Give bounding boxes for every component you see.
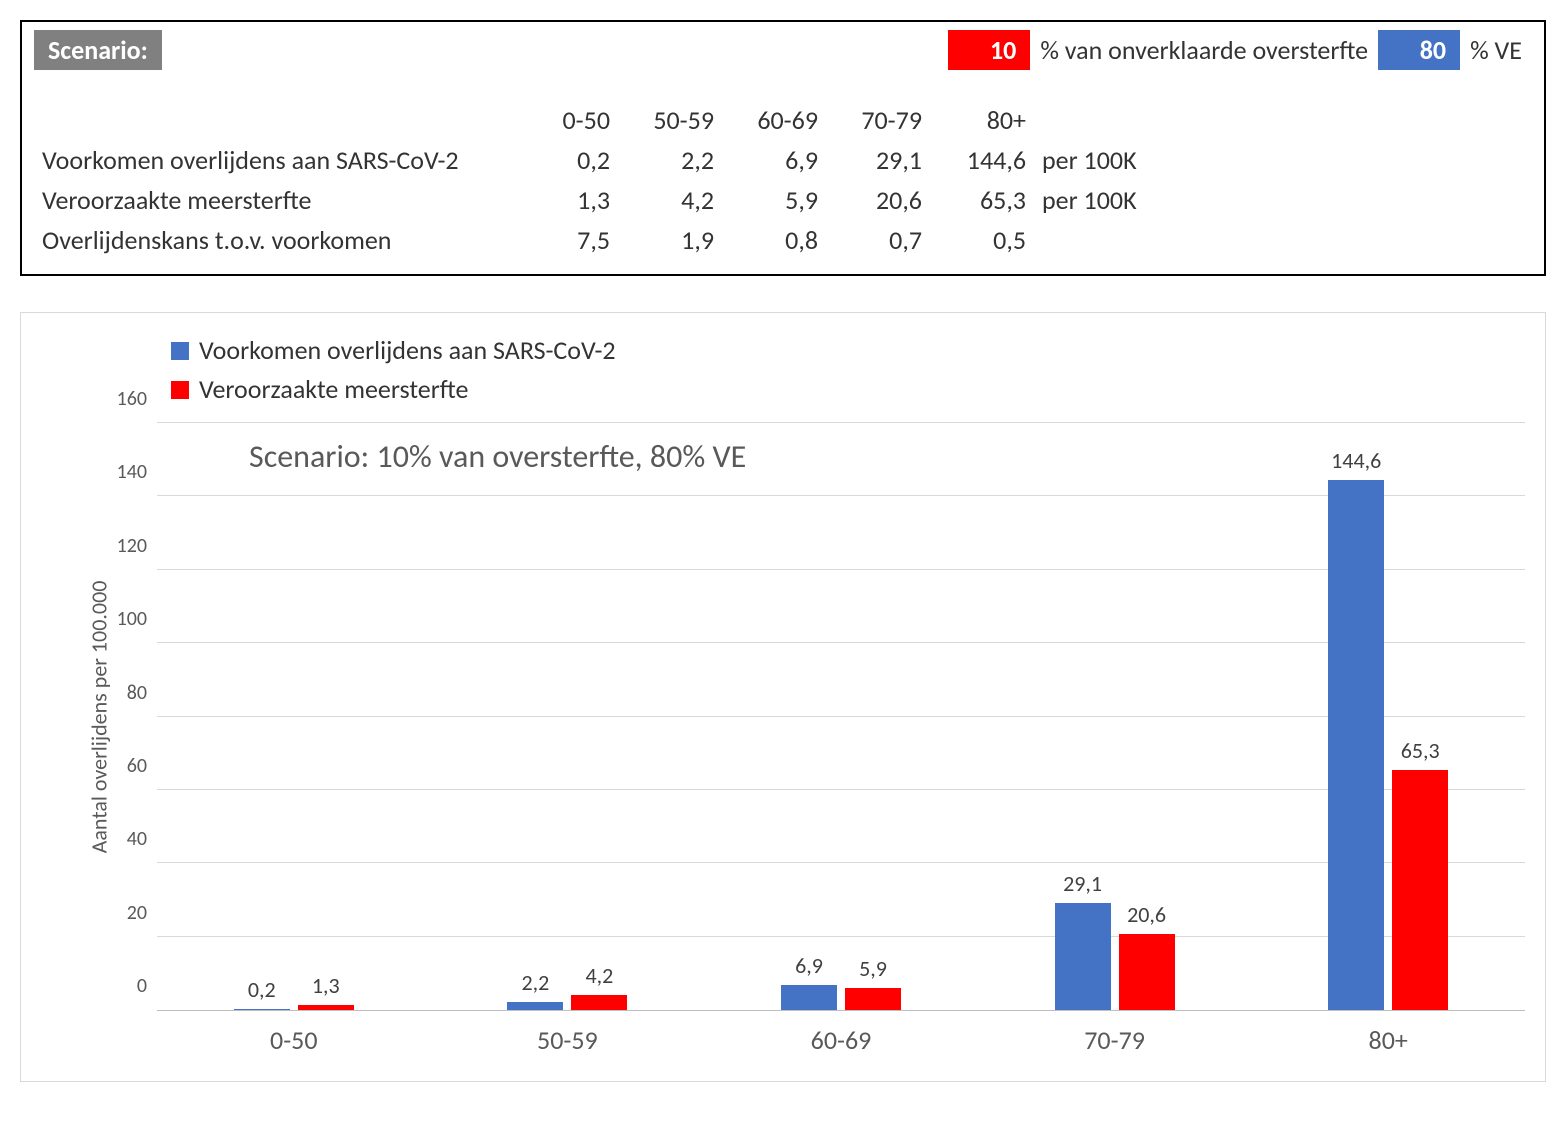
bar-value-label: 4,2 (585, 962, 613, 995)
scenario-table-panel: Scenario: 10 % van onverklaarde overster… (20, 20, 1546, 276)
legend-label: Voorkomen overlijdens aan SARS-CoV-2 (199, 331, 616, 370)
gridline (157, 422, 1525, 423)
pct-ve-value: 80 (1378, 30, 1460, 70)
col-header: 60-69 (722, 100, 826, 140)
legend-swatch-icon (171, 342, 189, 360)
row-label: Overlijdenskans t.o.v. voorkomen (34, 220, 514, 260)
scenario-label: Scenario: (34, 30, 162, 70)
cell: 29,1 (826, 140, 930, 180)
bar-series-2: 65,3 (1392, 770, 1448, 1010)
bar-value-label: 2,2 (521, 969, 549, 1002)
table-row: Veroorzaakte meersterfte 1,3 4,2 5,9 20,… (34, 180, 1532, 220)
x-category-label: 0-50 (194, 1010, 394, 1056)
y-tick-label: 40 (97, 827, 157, 851)
cell: 1,9 (618, 220, 722, 260)
bar-group: 2,24,250-59 (507, 995, 627, 1010)
bar-value-label: 29,1 (1063, 870, 1102, 903)
col-header: 50-59 (618, 100, 722, 140)
legend-item: Voorkomen overlijdens aan SARS-CoV-2 (171, 331, 616, 370)
table-row: Overlijdenskans t.o.v. voorkomen 7,5 1,9… (34, 220, 1532, 260)
gridline (157, 936, 1525, 937)
gridline (157, 495, 1525, 496)
y-tick-label: 0 (97, 974, 157, 998)
cell: 144,6 (930, 140, 1034, 180)
bar-series-2: 20,6 (1119, 934, 1175, 1010)
y-tick-label: 20 (97, 901, 157, 925)
gridline (157, 789, 1525, 790)
bar-value-label: 0,2 (248, 976, 276, 1009)
row-unit: per 100K (1034, 140, 1532, 180)
col-header: 0-50 (514, 100, 618, 140)
gridline (157, 862, 1525, 863)
bar-chart: Voorkomen overlijdens aan SARS-CoV-2 Ver… (20, 312, 1546, 1082)
x-category-label: 60-69 (741, 1010, 941, 1056)
y-tick-label: 60 (97, 754, 157, 778)
chart-legend: Voorkomen overlijdens aan SARS-CoV-2 Ver… (171, 331, 616, 409)
cell: 4,2 (618, 180, 722, 220)
bar-series-1: 2,2 (507, 1002, 563, 1010)
cell: 7,5 (514, 220, 618, 260)
y-tick-label: 160 (97, 387, 157, 411)
cell: 65,3 (930, 180, 1034, 220)
cell: 5,9 (722, 180, 826, 220)
x-category-label: 70-79 (1015, 1010, 1215, 1056)
gridline (157, 716, 1525, 717)
legend-label: Veroorzaakte meersterfte (199, 370, 468, 409)
pct-oversterfte-text: % van onverklaarde oversterfte (1030, 30, 1378, 70)
bar-group: 144,665,380+ (1328, 480, 1448, 1011)
legend-swatch-icon (171, 381, 189, 399)
data-table: 0-50 50-59 60-69 70-79 80+ Voorkomen ove… (34, 100, 1532, 260)
cell: 2,2 (618, 140, 722, 180)
pct-oversterfte-value: 10 (948, 30, 1030, 70)
cell: 0,8 (722, 220, 826, 260)
bar-series-1: 144,6 (1328, 480, 1384, 1011)
chart-body: Aantal overlijdens per 100.000 Scenario:… (81, 423, 1525, 1011)
pct-ve-text: % VE (1460, 30, 1532, 70)
row-label: Veroorzaakte meersterfte (34, 180, 514, 220)
col-header: 70-79 (826, 100, 930, 140)
cell: 0,7 (826, 220, 930, 260)
bar-group: 29,120,670-79 (1055, 903, 1175, 1010)
bar-series-1: 29,1 (1055, 903, 1111, 1010)
bar-value-label: 144,6 (1331, 447, 1381, 480)
y-tick-label: 120 (97, 534, 157, 558)
row-unit (1034, 220, 1532, 260)
gridline (157, 569, 1525, 570)
y-tick-label: 80 (97, 681, 157, 705)
bar-value-label: 65,3 (1401, 737, 1440, 770)
bar-value-label: 6,9 (795, 952, 823, 985)
bar-series-2: 4,2 (571, 995, 627, 1010)
bar-series-1: 6,9 (781, 985, 837, 1010)
row-label: Voorkomen overlijdens aan SARS-CoV-2 (34, 140, 514, 180)
legend-item: Veroorzaakte meersterfte (171, 370, 616, 409)
cell: 20,6 (826, 180, 930, 220)
bar-series-2: 5,9 (845, 988, 901, 1010)
bar-value-label: 1,3 (312, 972, 340, 1005)
bar-group: 0,21,30-50 (234, 1005, 354, 1010)
y-tick-label: 140 (97, 460, 157, 484)
bar-group: 6,95,960-69 (781, 985, 901, 1010)
plot-area: Scenario: 10% van oversterfte, 80% VE 02… (157, 423, 1525, 1011)
cell: 1,3 (514, 180, 618, 220)
table-header-row: 0-50 50-59 60-69 70-79 80+ (34, 100, 1532, 140)
table-row: Voorkomen overlijdens aan SARS-CoV-2 0,2… (34, 140, 1532, 180)
gridline (157, 642, 1525, 643)
bar-value-label: 5,9 (859, 955, 887, 988)
bar-value-label: 20,6 (1127, 901, 1166, 934)
cell: 0,2 (514, 140, 618, 180)
row-unit: per 100K (1034, 180, 1532, 220)
col-header: 80+ (930, 100, 1034, 140)
cell: 0,5 (930, 220, 1034, 260)
scenario-header: Scenario: 10 % van onverklaarde overster… (34, 30, 1532, 70)
x-category-label: 50-59 (467, 1010, 667, 1056)
x-category-label: 80+ (1288, 1010, 1488, 1056)
cell: 6,9 (722, 140, 826, 180)
y-tick-label: 100 (97, 607, 157, 631)
chart-subtitle: Scenario: 10% van oversterfte, 80% VE (249, 437, 746, 476)
